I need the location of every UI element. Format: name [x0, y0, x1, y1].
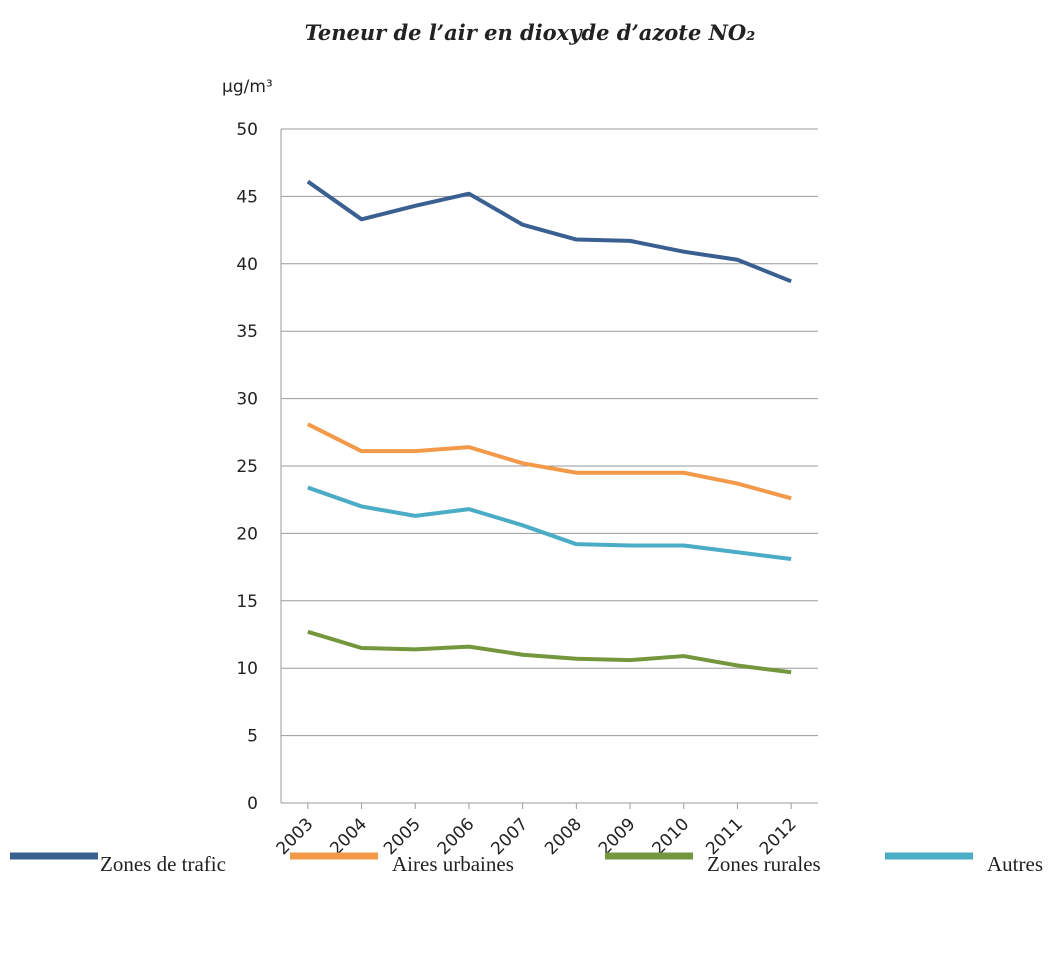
- y-tick-label: 15: [236, 592, 258, 612]
- x-tick-label: 2010: [649, 814, 694, 859]
- y-tick-label: 25: [236, 457, 258, 477]
- series-line: [307, 485, 792, 561]
- legend-label: Zones rurales: [707, 852, 821, 876]
- y-tick-label: 0: [247, 794, 258, 814]
- y-axis-label: µg/m³: [222, 77, 273, 97]
- y-tick-label: 45: [236, 187, 258, 207]
- y-tick-label: 35: [236, 322, 258, 342]
- series-line: [306, 179, 792, 284]
- legend-label: Aires urbaines: [392, 852, 514, 876]
- y-tick-label: 20: [236, 524, 258, 544]
- x-tick-label: 2004: [326, 814, 371, 859]
- series-line: [307, 629, 792, 675]
- legend-label: Zones de trafic: [100, 852, 226, 876]
- x-tick-label: 2008: [541, 814, 586, 859]
- y-tick-label: 5: [247, 727, 258, 747]
- series-line: [306, 422, 792, 501]
- legend-label: Autres: [987, 852, 1043, 876]
- y-tick-label: 10: [236, 659, 258, 679]
- y-tick-label: 50: [236, 120, 258, 140]
- chart-title: Teneur de l’air en dioxyde d’azote NO₂: [305, 20, 756, 45]
- x-tick-label: 2003: [273, 814, 318, 859]
- x-tick-label: 2009: [595, 814, 640, 859]
- y-tick-label: 40: [236, 255, 258, 275]
- y-tick-label: 30: [236, 390, 258, 410]
